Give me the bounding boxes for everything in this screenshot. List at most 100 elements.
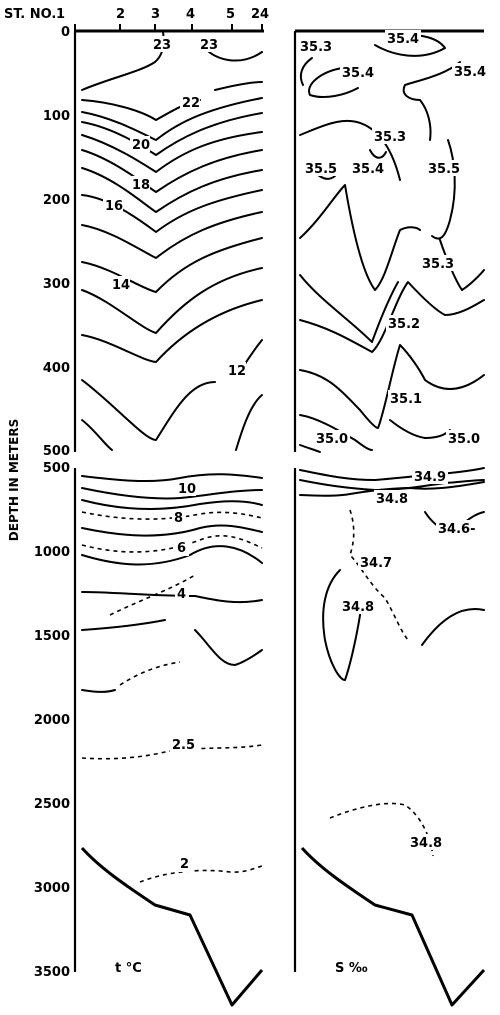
station-label-1: 1	[56, 7, 65, 22]
isotherm-14-a	[81, 237, 263, 293]
isohaline-label-34.9: 34.9	[414, 470, 446, 485]
isotherm-label-18: 18	[132, 178, 150, 193]
isohaline-label-35.3-c: 35.3	[422, 257, 454, 272]
isotherm-20	[81, 112, 263, 156]
isotherm-2	[139, 865, 263, 883]
isohaline-35.5-right	[431, 139, 456, 240]
depth-tick-2500: 2500	[34, 797, 70, 812]
station-label-2: 2	[116, 7, 125, 22]
isotherm-label-2: 2	[180, 857, 189, 872]
isotherm-17	[81, 167, 263, 213]
isohaline-35.0-b	[389, 419, 451, 439]
temperature-panel-label: t °C	[115, 961, 142, 976]
salinity-isohalines-upper	[299, 34, 485, 453]
isotherm-2.5	[81, 744, 263, 760]
isotherm-label-23-b: 23	[200, 38, 218, 53]
station-label-3: 3	[151, 7, 160, 22]
isotherm-label-4: 4	[177, 587, 186, 602]
isotherm-7	[81, 524, 263, 537]
isohaline-34.9	[299, 467, 485, 481]
isohaline-label-35.1: 35.1	[390, 392, 422, 407]
isotherm-14-b	[81, 267, 263, 334]
station-label-5: 5	[226, 7, 235, 22]
salinity-sea-floor	[300, 846, 486, 1007]
depth-tick-2000: 2000	[34, 713, 70, 728]
isotherm-22-b	[214, 81, 263, 91]
isotherm-21	[81, 97, 263, 141]
isohaline-label-35.4-b: 35.4	[342, 66, 374, 81]
isohaline-35.3-mid	[369, 149, 387, 159]
temperature-isotherms-upper	[81, 31, 263, 451]
isohaline-35.3-low	[299, 274, 399, 343]
depth-tick-3500: 3500	[34, 965, 70, 980]
isotherm-12-a	[81, 379, 216, 441]
isohaline-34.8	[299, 481, 485, 497]
depth-tick-1000: 1000	[34, 545, 70, 560]
isotherm-label-2.5: 2.5	[172, 738, 195, 753]
isotherm-label-10: 10	[178, 482, 196, 497]
isotherm-label-22: 22	[182, 96, 200, 111]
isotherm-19	[81, 131, 263, 173]
temperature-sea-floor	[80, 846, 264, 1007]
isotherm-3-b	[194, 629, 263, 666]
isohaline-35.2	[299, 281, 485, 353]
isotherm-label-12: 12	[228, 364, 246, 379]
salinity-panel-label: S ‰	[335, 961, 368, 976]
isotherm-3-a	[81, 619, 166, 631]
isotherm-3-d	[119, 661, 181, 686]
isotherm-5	[81, 545, 263, 566]
isohaline-label-35.2: 35.2	[388, 317, 420, 332]
depth-tick-300: 300	[43, 277, 70, 292]
station-label-4: 4	[186, 7, 195, 22]
isotherm-label-20: 20	[132, 138, 150, 153]
isotherm-15	[81, 211, 263, 259]
depth-tick-3000: 3000	[34, 881, 70, 896]
isotherm-label-14: 14	[112, 278, 130, 293]
depth-tick-200: 200	[43, 193, 70, 208]
isohaline-34.8-right	[421, 608, 485, 646]
isohaline-label-35.4-a: 35.4	[387, 32, 419, 47]
isohaline-label-35.3-a: 35.3	[300, 40, 332, 55]
station-label-24: 24	[251, 7, 269, 22]
salinity-labels: 35.3 35.4 35.4 35.4 35.3 35.5 35.4 35.5 …	[298, 30, 488, 851]
isotherm-4	[81, 591, 263, 604]
isohaline-35.3-loop	[299, 57, 313, 86]
depth-tick-0: 0	[61, 25, 70, 40]
isohaline-label-34.6: 34.6-	[438, 522, 475, 537]
depth-tick-1500: 1500	[34, 629, 70, 644]
isohaline-label-35.4-d: 35.4	[352, 162, 384, 177]
y-axis-label: DEPTH IN METERS	[7, 419, 21, 541]
isohaline-label-35.5-a: 35.5	[305, 162, 337, 177]
isotherm-18	[81, 149, 263, 193]
isotherm-9	[81, 499, 263, 510]
isohaline-35.4-right	[402, 61, 461, 141]
depth-tick-100: 100	[43, 109, 70, 124]
isohaline-label-34.8-b: 34.8	[342, 600, 374, 615]
isotherm-label-16: 16	[105, 199, 123, 214]
isohaline-label-34.7: 34.7	[360, 556, 392, 571]
isotherm-12-c	[235, 394, 263, 451]
isohaline-34.9-corner	[299, 444, 321, 453]
isohaline-34.8-loop	[322, 569, 363, 681]
isotherm-8	[81, 511, 263, 520]
isotherm-label-6: 6	[177, 541, 186, 556]
isohaline-label-35.3-b: 35.3	[374, 130, 406, 145]
isohaline-35.4-deep	[299, 184, 421, 291]
isohaline-35.1	[299, 344, 485, 429]
isohaline-label-34.8-c: 34.8	[410, 836, 442, 851]
temperature-isotherms-lower	[81, 473, 263, 883]
depth-tick-500-lower: 500	[43, 461, 70, 476]
isotherm-10	[81, 487, 263, 500]
station-prefix: ST. NO.	[4, 7, 56, 22]
isotherm-13	[81, 299, 263, 363]
isohaline-label-35.5-b: 35.5	[428, 162, 460, 177]
isohaline-35.5-left	[317, 174, 336, 180]
isotherm-label-23-a: 23	[153, 38, 171, 53]
isohaline-label-35.0-a: 35.0	[316, 432, 348, 447]
isohaline-label-35.4-c: 35.4	[454, 65, 486, 80]
isotherm-11-corner	[81, 419, 113, 451]
isotherm-3-c	[81, 689, 116, 693]
isohaline-label-34.8-a: 34.8	[376, 492, 408, 507]
isohaline-35.4-mid	[299, 119, 401, 181]
